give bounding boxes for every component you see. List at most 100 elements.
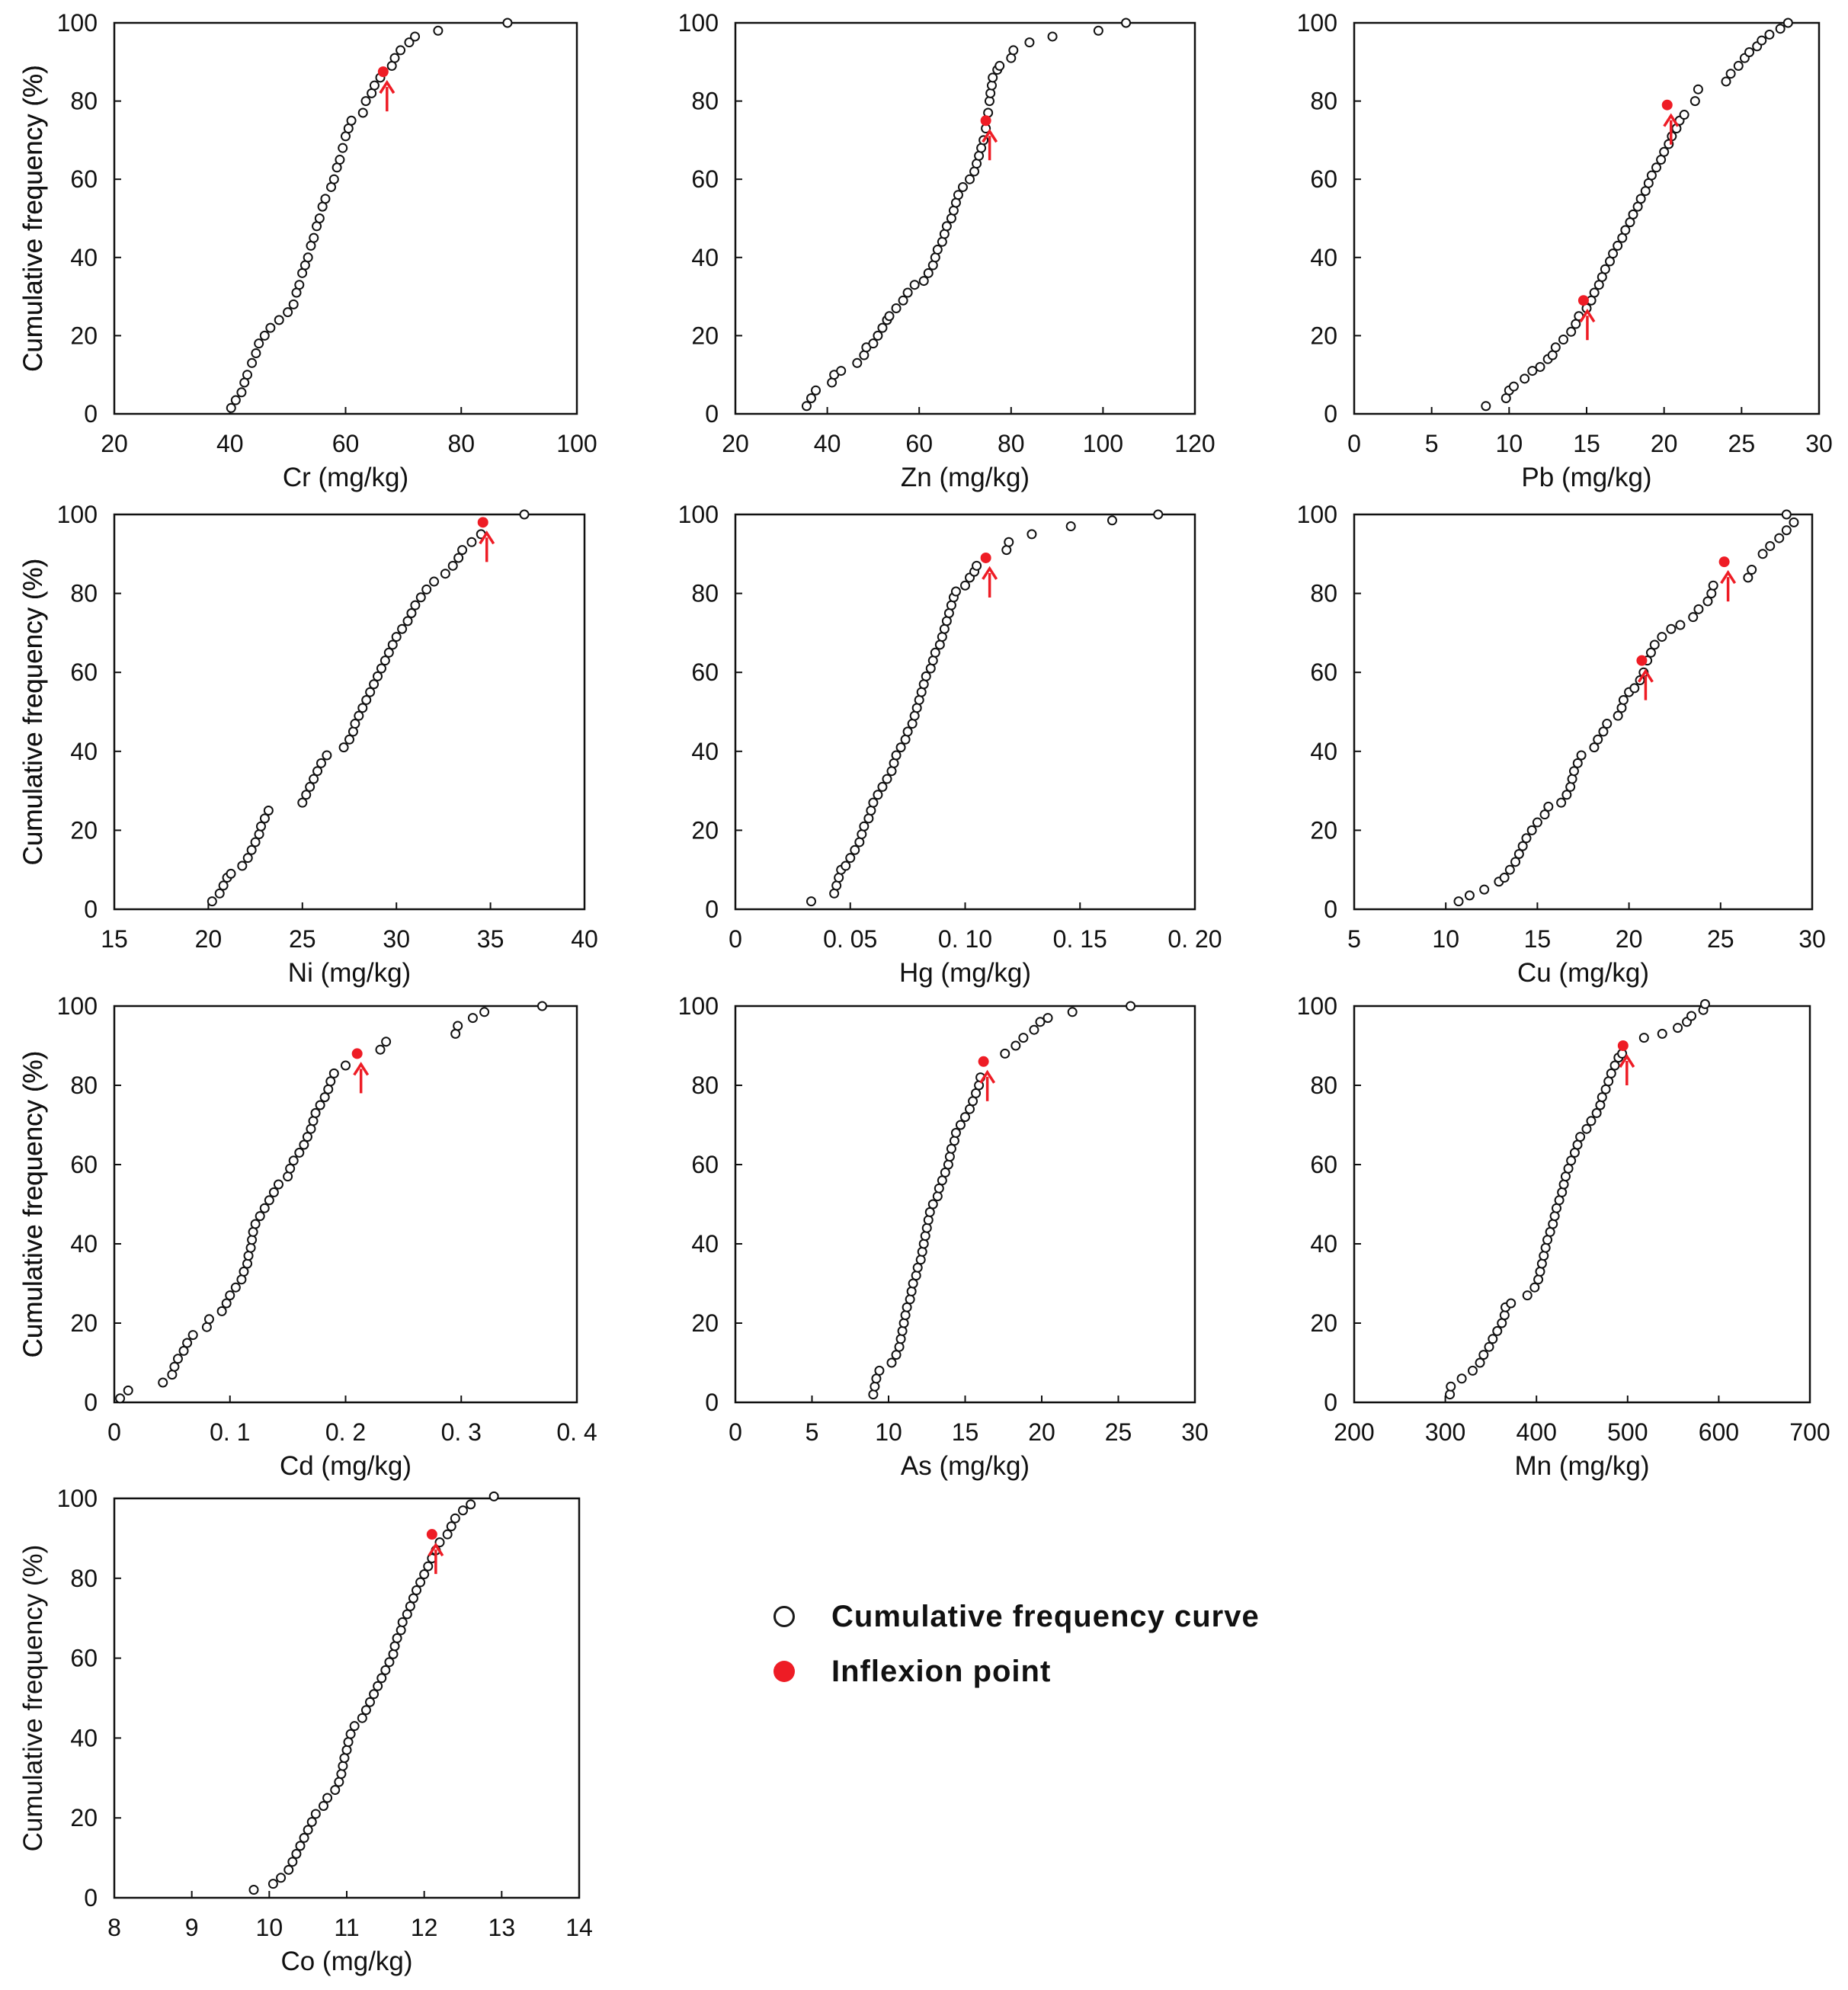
x-tick-label: 15 <box>1573 430 1600 457</box>
data-point <box>895 1334 906 1344</box>
y-tick-label: 80 <box>70 1072 98 1099</box>
y-tick-label: 0 <box>1324 896 1337 923</box>
x-axis-title: Pb (mg/kg) <box>1521 463 1651 492</box>
data-point <box>943 608 954 618</box>
data-point <box>1593 734 1603 745</box>
data-point <box>182 1338 193 1348</box>
data-point <box>1693 604 1704 614</box>
data-point <box>1067 1007 1078 1017</box>
data-point <box>248 1226 258 1237</box>
data-point <box>1686 1011 1697 1021</box>
data-point <box>960 1112 970 1123</box>
data-point <box>1556 797 1567 808</box>
data-point <box>965 1104 975 1114</box>
x-tick-label: 0 <box>1347 430 1361 457</box>
data-point <box>941 616 952 626</box>
filled-circle-icon <box>773 1661 795 1682</box>
data-point <box>1706 588 1717 599</box>
data-point <box>287 1857 298 1867</box>
y-tick-label: 100 <box>678 9 719 37</box>
data-point <box>950 1127 961 1138</box>
data-point <box>1628 209 1638 220</box>
y-tick-label: 60 <box>1310 165 1337 193</box>
data-point <box>303 1825 313 1835</box>
data-point <box>1651 162 1661 173</box>
x-tick-label: 20 <box>101 430 128 457</box>
data-point <box>415 592 426 603</box>
data-point <box>1566 1155 1577 1166</box>
data-point <box>421 584 432 594</box>
data-point <box>1558 1179 1569 1190</box>
data-point <box>965 174 975 184</box>
y-tick-label: 60 <box>691 165 719 193</box>
x-tick-label: 0. 20 <box>1167 925 1222 953</box>
x-axis-title: Cd (mg/kg) <box>280 1451 412 1481</box>
x-tick-label: 0. 4 <box>556 1418 597 1446</box>
data-point <box>805 896 816 907</box>
data-point <box>365 1697 375 1707</box>
x-tick-label: 0. 2 <box>325 1418 366 1446</box>
data-point <box>330 1785 341 1796</box>
data-point <box>1733 60 1744 71</box>
data-point <box>1121 18 1132 28</box>
data-point <box>256 821 267 832</box>
x-tick-label: 8 <box>107 1914 121 1941</box>
chart-co: 8 9 10 11 12 13 14 0 20 40 60 80 100 Co (mg/kg) Cumula… <box>18 1485 593 1976</box>
data-point <box>944 1152 955 1162</box>
data-point <box>1464 890 1475 901</box>
data-point <box>230 395 241 405</box>
y-tick-label: 80 <box>691 1072 719 1099</box>
data-point <box>320 194 331 204</box>
data-point <box>845 853 856 864</box>
data-point <box>350 719 360 729</box>
data-point <box>1552 1203 1562 1213</box>
x-tick-label: 30 <box>383 925 410 953</box>
data-point <box>488 1491 499 1501</box>
data-point <box>1539 809 1550 820</box>
data-point <box>1484 1341 1494 1352</box>
data-point <box>898 295 908 306</box>
data-point <box>1532 817 1542 828</box>
data-point <box>968 1096 978 1107</box>
data-point <box>297 797 308 808</box>
x-tick-label: 0. 10 <box>938 925 992 953</box>
inflexion-point <box>978 1056 989 1067</box>
data-point <box>1446 1381 1456 1392</box>
data-point <box>863 813 874 824</box>
data-point <box>897 1325 908 1336</box>
y-tick-label: 80 <box>691 580 719 607</box>
y-tick-label: 40 <box>1310 738 1337 765</box>
x-tick-label: 400 <box>1517 1418 1557 1446</box>
data-point <box>943 1159 953 1170</box>
data-point <box>972 560 982 571</box>
data-point <box>895 742 906 753</box>
chart-hg: 0 0. 05 0. 10 0. 15 0. 20 0 20 40 60 80 100 Hg (mg/… <box>18 501 1222 988</box>
data-point <box>914 694 924 705</box>
data-point <box>502 18 513 28</box>
data-point <box>971 1088 982 1098</box>
data-point <box>245 1242 256 1253</box>
y-tick-label: 60 <box>1310 1151 1337 1178</box>
data-point <box>934 639 945 650</box>
data-point <box>1747 565 1757 575</box>
x-tick-label: 120 <box>1174 430 1215 457</box>
x-tick-label: 13 <box>488 1914 516 1941</box>
data-point <box>310 1809 321 1819</box>
data-point <box>1540 1242 1551 1253</box>
data-point <box>207 896 217 907</box>
legend-label-inflexion: Inflexion point <box>831 1654 1052 1688</box>
data-point <box>303 252 313 263</box>
y-axis-title: Cumulative frequency (%) <box>18 1051 48 1358</box>
data-point <box>1569 1147 1580 1158</box>
data-point <box>243 1251 254 1261</box>
data-point <box>1613 710 1623 721</box>
data-point <box>339 1753 350 1764</box>
y-tick-label: 20 <box>691 816 719 844</box>
data-point <box>265 322 276 333</box>
data-point <box>852 357 863 368</box>
data-point <box>315 758 326 768</box>
inflexion-point <box>426 1529 437 1540</box>
data-point <box>479 1007 490 1017</box>
data-point <box>950 586 961 597</box>
x-tick-label: 12 <box>411 1914 438 1941</box>
